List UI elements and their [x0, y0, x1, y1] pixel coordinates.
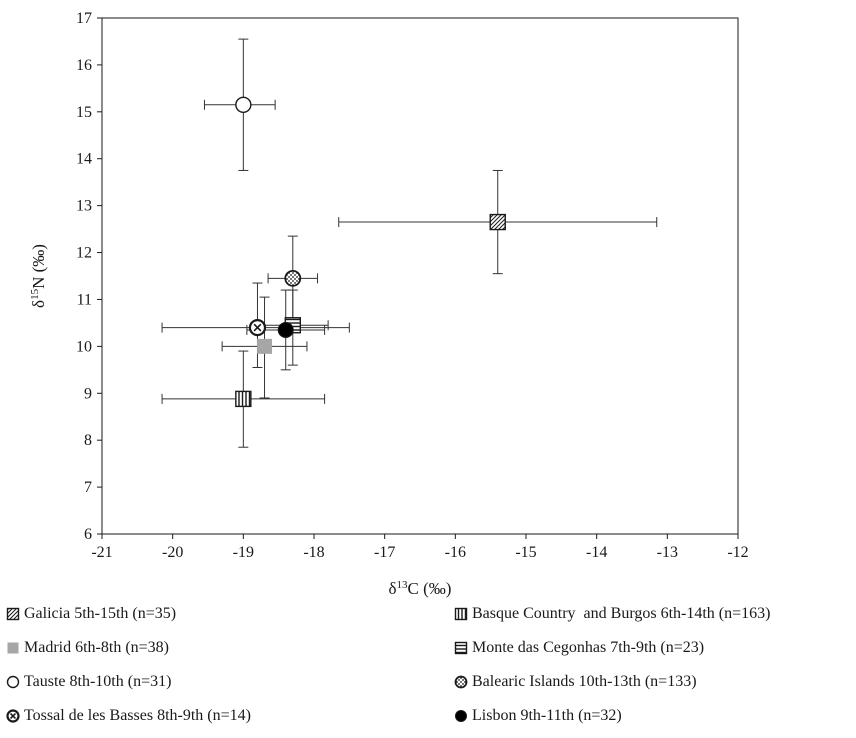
x-tick-label: -21: [91, 544, 112, 561]
x-tick-label: -17: [374, 544, 395, 561]
legend-label: Galicia 5th-15th (n=35): [24, 605, 177, 622]
data-point-1: [235, 390, 252, 408]
data-point-5: [284, 269, 302, 287]
x-axis-ticks: -21 -20 -19 -18 -17 -16 -15 -14 -13 -12: [91, 534, 749, 561]
legend-item: Monte das Cegonhas 7th-9th (n=23): [454, 638, 704, 658]
legend-label: Madrid 6th-8th (n=38): [24, 639, 169, 656]
legend-marker-icon: [7, 642, 19, 654]
legend-item: Tossal de les Basses 8th-9th (n=14): [6, 706, 251, 726]
x-tick-label: -19: [233, 544, 254, 561]
legend-marker-icon: [454, 675, 468, 689]
legend-label: Monte das Cegonhas 7th-9th (n=23): [472, 639, 705, 656]
legend-item: Basque Country and Burgos 6th-14th (n=16…: [454, 604, 770, 624]
y-axis-label: δ15N (‰): [29, 244, 48, 308]
legend-marker: [454, 675, 468, 689]
legend-marker: [6, 675, 20, 689]
x-axis-label: δ13C (‰): [389, 579, 452, 598]
data-points: [235, 96, 506, 408]
y-axis-ticks: 6 7 8 9 10 11 12 13 14 15 16 17: [76, 10, 102, 543]
legend-label: Tossal de les Basses 8th-9th (n=14): [24, 707, 251, 724]
data-point-6: [248, 319, 267, 337]
legend-marker: [7, 642, 19, 654]
legend-marker: [455, 710, 467, 722]
legend-marker-icon: [455, 710, 467, 722]
data-point-4: [235, 96, 252, 113]
x-tick-label: -18: [303, 544, 324, 561]
y-tick-label: 17: [76, 10, 92, 27]
y-tick-label: 10: [76, 338, 92, 355]
x-tick-label: -12: [727, 544, 748, 561]
x-tick-label: -13: [657, 544, 678, 561]
legend-label: Tauste 8th-10th (n=31): [24, 673, 172, 690]
legend-label: Lisbon 9th-11th (n=32): [472, 707, 622, 724]
y-tick-label: 13: [76, 198, 92, 215]
plot-area: [101, 17, 739, 535]
legend-marker: [6, 709, 20, 723]
error-bars: [161, 38, 658, 448]
legend-marker: [6, 607, 20, 621]
legend-marker-icon: [454, 641, 468, 655]
y-tick-label: 6: [84, 526, 92, 543]
y-tick-label: 15: [76, 104, 92, 121]
legend-marker: [454, 607, 468, 621]
legend-item: Lisbon 9th-11th (n=32): [454, 706, 622, 726]
legend-item: Madrid 6th-8th (n=38): [6, 638, 169, 658]
legend-marker: [454, 641, 468, 655]
y-tick-label: 12: [76, 245, 92, 262]
legend: Galicia 5th-15th (n=35) Basque Country an…: [0, 604, 856, 734]
data-point-7: [277, 321, 294, 338]
x-tick-label: -16: [445, 544, 466, 561]
legend-marker-icon: [454, 607, 468, 621]
legend-marker-icon: [6, 675, 20, 689]
legend-marker-icon: [6, 709, 20, 723]
x-tick-label: -14: [586, 544, 607, 561]
legend-item: Galicia 5th-15th (n=35): [6, 604, 176, 624]
y-tick-label: 16: [76, 57, 92, 74]
y-tick-label: 8: [84, 432, 92, 449]
legend-item: Balearic Islands 10th-13th (n=133): [454, 672, 697, 692]
data-point-0: [489, 213, 506, 231]
legend-item: Tauste 8th-10th (n=31): [6, 672, 171, 692]
y-tick-label: 11: [77, 291, 92, 308]
x-tick-label: -20: [162, 544, 183, 561]
legend-marker-icon: [6, 607, 20, 621]
y-tick-label: 7: [84, 479, 92, 496]
legend-label: Balearic Islands 10th-13th (n=133): [472, 673, 697, 690]
y-tick-label: 9: [84, 385, 92, 402]
y-tick-label: 14: [76, 151, 92, 168]
x-tick-label: -15: [515, 544, 536, 561]
data-point-2: [257, 338, 273, 354]
legend-label: Basque Country and Burgos 6th-14th (n=16…: [472, 605, 771, 622]
